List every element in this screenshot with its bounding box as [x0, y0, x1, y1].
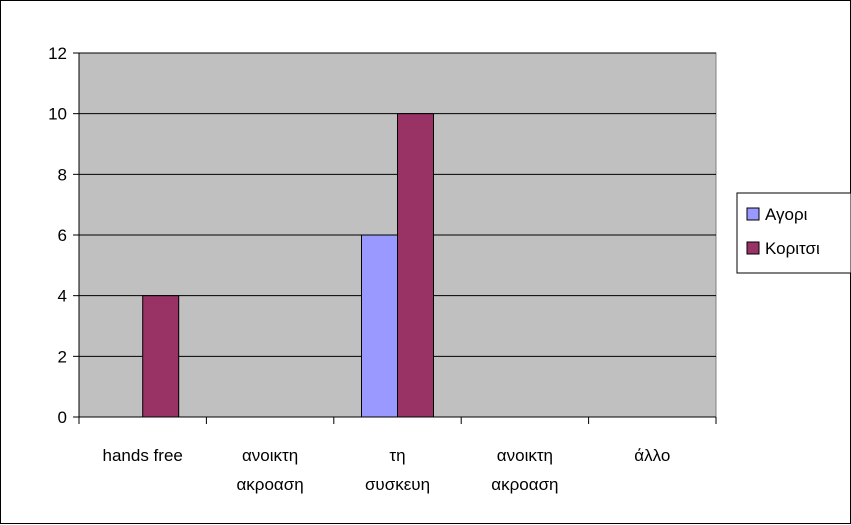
x-category-label: ανοικτη: [497, 446, 553, 465]
x-category-label: τη: [389, 446, 405, 465]
x-category-label: ακροαση: [491, 475, 558, 494]
legend: Αγορι Κοριτσι: [736, 192, 851, 274]
legend-swatch: [746, 241, 760, 255]
axes: [73, 52, 717, 424]
x-category-label: συσκευη: [365, 475, 430, 494]
x-category-label: ακροαση: [236, 475, 303, 494]
y-tick-label: 4: [58, 287, 67, 306]
legend-swatch: [746, 207, 760, 221]
bars: [142, 113, 434, 418]
x-category-label: άλλο: [634, 446, 670, 465]
legend-label: Αγορι: [765, 205, 808, 224]
y-tick-label: 10: [48, 105, 67, 124]
y-tick-label: 8: [58, 165, 67, 184]
y-tick-label: 2: [58, 347, 67, 366]
bar-series1-cat3: [361, 234, 398, 418]
y-tick-label: 12: [48, 44, 67, 63]
bar-series2-cat1: [142, 295, 180, 418]
legend-label: Κοριτσι: [765, 239, 820, 258]
bar-series2-cat3: [397, 113, 434, 418]
y-axis-ticks: 0 2 4 6 8 10 12: [48, 44, 67, 427]
y-tick-label: 0: [58, 408, 67, 427]
x-axis-labels: hands free ανοικτη ακροαση τη συσκευη ανοικτη…: [103, 446, 671, 494]
legend-box: [736, 192, 851, 274]
x-category-label: ανοικτη: [242, 446, 298, 465]
x-category-label: hands free: [103, 446, 183, 465]
y-tick-label: 6: [58, 226, 67, 245]
